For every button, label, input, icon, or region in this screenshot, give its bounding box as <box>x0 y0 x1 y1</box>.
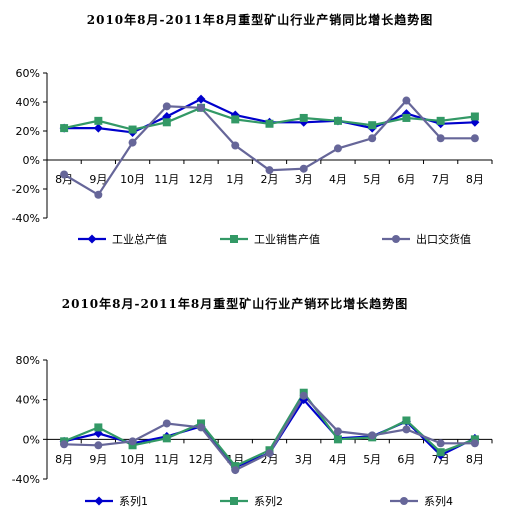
chart1-series-2-point <box>436 116 445 125</box>
chart2-series-2-point <box>402 416 411 425</box>
chart1-y-tick-label: 0% <box>23 154 40 167</box>
chart2-series-3-point <box>128 437 137 446</box>
chart1-series-2-point <box>94 116 103 125</box>
chart1-y-tick-label: 20% <box>16 125 40 138</box>
chart1-series-3-point <box>265 166 274 175</box>
chart2-series-3-point <box>197 423 206 432</box>
chart1-y-tick-label: -20% <box>12 183 40 196</box>
chart2-y-tick-label: 40% <box>16 394 40 407</box>
chart1-series-2-point <box>231 115 240 124</box>
chart1-series-3-point <box>197 103 206 112</box>
chart2-series-3-point <box>60 440 69 449</box>
chart2-x-tick-label: 6月 <box>397 453 415 466</box>
chart1-x-tick-label: 7月 <box>432 173 450 186</box>
chart2-series-3-point <box>162 419 171 428</box>
chart2-legend-swatch-marker <box>94 496 104 506</box>
chart1-legend-label: 工业销售产值 <box>254 232 320 246</box>
chart2-series-3-point <box>94 441 103 450</box>
chart2-series-3-point <box>368 431 377 440</box>
chart1-series-1-point <box>196 94 206 104</box>
chart2-x-tick-label: 11月 <box>154 453 179 466</box>
chart1-title: 2010年8月-2011年8月重型矿山行业产销同比增长趋势图 <box>86 13 434 27</box>
chart1-series-2-point <box>128 125 137 134</box>
chart1-series-2-point <box>402 113 411 122</box>
chart2-x-tick-label: 12月 <box>189 453 214 466</box>
chart1-series-2-point <box>299 113 308 122</box>
chart2-series-3-point <box>299 391 308 400</box>
chart2-y-tick-label: 0% <box>23 433 40 446</box>
chart2-series-2-point <box>94 423 103 432</box>
chart2-legend-swatch-marker <box>230 497 238 505</box>
chart1-series-3-point <box>402 96 411 105</box>
chart2-legend-label: 系列2 <box>254 494 283 508</box>
chart1-series-3-point <box>299 164 308 173</box>
chart2-title: 2010年8月-2011年8月重型矿山行业产销环比增长趋势图 <box>61 297 409 311</box>
chart2-series-3-point <box>231 466 240 475</box>
chart2-series-3-point <box>333 427 342 436</box>
chart2-legend-swatch-marker <box>400 497 408 505</box>
chart2-x-tick-label: 3月 <box>295 453 313 466</box>
chart1-x-tick-label: 10月 <box>120 173 145 186</box>
chart1-x-tick-label: 8月 <box>466 173 484 186</box>
chart2-y-tick-label: -40% <box>12 473 40 486</box>
chart1-x-tick-label: 3月 <box>295 173 313 186</box>
chart1-x-tick-label: 12月 <box>189 173 214 186</box>
chart2-x-tick-label: 10月 <box>120 453 145 466</box>
chart1-legend-swatch-marker <box>230 235 238 243</box>
chart2-series-3-point <box>265 449 274 458</box>
chart1-x-tick-label: 5月 <box>363 173 381 186</box>
chart2-x-tick-label: 8月 <box>55 453 73 466</box>
chart1-series-2-point <box>333 116 342 125</box>
chart1-series-3-point <box>470 134 479 143</box>
chart1-y-tick-label: 60% <box>16 67 40 80</box>
chart1-x-tick-label: 9月 <box>89 173 107 186</box>
chart1-x-tick-label: 6月 <box>397 173 415 186</box>
chart2-x-tick-label: 8月 <box>466 453 484 466</box>
chart2-x-tick-label: 9月 <box>89 453 107 466</box>
chart1-series-3-point <box>436 134 445 143</box>
chart1-legend-label: 工业总产值 <box>112 232 167 246</box>
chart2-x-tick-label: 5月 <box>363 453 381 466</box>
chart1-y-tick-label: -40% <box>12 212 40 225</box>
chart1-x-tick-label: 11月 <box>154 173 179 186</box>
chart1-y-tick-label: 40% <box>16 96 40 109</box>
chart1-series-3-point <box>128 138 137 147</box>
chart1-x-tick-label: 2月 <box>261 173 279 186</box>
chart1-series-3-point <box>94 190 103 199</box>
chart2-series-2-point <box>162 434 171 443</box>
chart1-series-3-point <box>231 141 240 150</box>
chart1-series-2-point <box>368 121 377 130</box>
chart1-series-3-point <box>60 170 69 179</box>
chart1-legend-swatch-marker <box>87 234 97 244</box>
chart1-series-2-point <box>162 118 171 127</box>
chart1-series-3-point <box>333 144 342 153</box>
chart1-x-tick-label: 4月 <box>329 173 347 186</box>
chart1-series-2-point <box>265 119 274 128</box>
chart2-legend-label: 系列4 <box>424 494 453 508</box>
chart1-legend-label: 出口交货值 <box>416 232 471 246</box>
chart2-series-3-point <box>470 439 479 448</box>
chart1-x-tick-label: 1月 <box>226 173 244 186</box>
chart2-legend-label: 系列1 <box>119 494 148 508</box>
chart2-series-3-point <box>402 425 411 434</box>
chart1-series-2-point <box>470 112 479 121</box>
chart2-series-2-point <box>436 448 445 457</box>
chart2-y-tick-label: 80% <box>16 354 40 367</box>
chart1-legend-swatch-marker <box>392 235 400 243</box>
chart2-series-3-point <box>436 439 445 448</box>
chart1-series-1-point <box>93 123 103 133</box>
chart2-series-2-point <box>333 435 342 444</box>
chart1-series-3-point <box>368 134 377 143</box>
chart2-x-tick-label: 4月 <box>329 453 347 466</box>
chart1-series-2-point <box>60 124 69 133</box>
chart1-series-3-point <box>162 102 171 111</box>
